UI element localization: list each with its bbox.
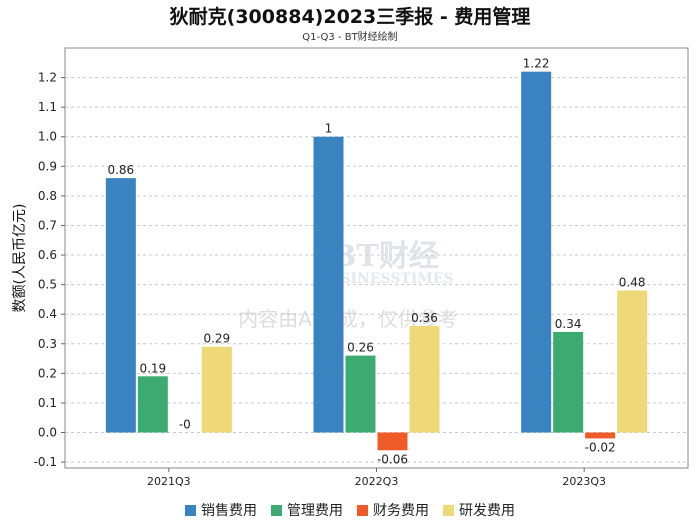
legend-swatch-sales (185, 504, 196, 516)
y-tick-label: 1.1 (38, 100, 57, 114)
y-tick-label: 0.9 (38, 159, 57, 173)
data-label: 0.26 (347, 341, 374, 355)
data-label: 0.48 (619, 276, 646, 290)
chart-subtitle: Q1-Q3 - BT财经绘制 (302, 32, 398, 43)
data-label: 0.86 (107, 163, 134, 177)
x-tick-label: 2023Q3 (562, 475, 606, 488)
legend-label-sales: 销售费用 (201, 503, 257, 519)
legend-label-finance: 财务费用 (373, 503, 429, 519)
data-label: 1.22 (523, 57, 550, 71)
y-tick-label: 0.5 (38, 278, 57, 292)
y-tick-label: 0.0 (38, 426, 57, 440)
data-label: -0 (179, 418, 191, 432)
legend-swatch-finance (357, 504, 368, 516)
y-tick-label: 1.0 (38, 130, 57, 144)
data-label: -0.02 (585, 440, 616, 454)
y-tick-label: 0.4 (38, 307, 57, 321)
legend-label-admin: 管理费用 (287, 503, 343, 519)
data-label: 0.29 (203, 332, 230, 346)
x-tick-label: 2022Q3 (355, 475, 399, 488)
bar-3-1 (409, 326, 440, 433)
bar-0-2 (521, 71, 552, 433)
bar-1-0 (137, 376, 168, 433)
data-label: 1 (325, 122, 333, 136)
legend: 销售费用 管理费用 财务费用 研发费用 (0, 500, 700, 520)
legend-swatch-rd (443, 504, 454, 516)
data-label: 0.36 (411, 311, 438, 325)
y-axis-label: 数额(人民币亿元) (12, 204, 28, 313)
legend-item-rd[interactable]: 研发费用 (443, 500, 515, 520)
y-tick-label: 0.3 (38, 337, 57, 351)
bar-0-0 (105, 178, 136, 433)
data-label: -0.06 (377, 452, 408, 466)
watermark-brand-en: BUSINESSTIMES (316, 271, 453, 287)
data-label: 0.34 (555, 317, 582, 331)
legend-item-admin[interactable]: 管理费用 (271, 500, 343, 520)
legend-item-sales[interactable]: 销售费用 (185, 500, 257, 520)
y-tick-label: 1.2 (38, 71, 57, 85)
y-tick-label: -0.1 (34, 455, 57, 469)
plot-area (64, 47, 689, 469)
watermark-brand: BT财经 (331, 239, 439, 274)
bar-3-2 (617, 290, 648, 433)
legend-label-rd: 研发费用 (459, 503, 515, 519)
y-tick-label: 0.7 (38, 218, 57, 232)
bar-2-2 (585, 432, 616, 439)
y-tick-label: 0.2 (38, 366, 57, 380)
data-label: 0.19 (139, 361, 166, 375)
bar-3-0 (201, 346, 232, 433)
bar-0-1 (313, 136, 344, 433)
y-tick-label: 0.6 (38, 248, 57, 262)
bar-2-1 (377, 432, 408, 451)
legend-swatch-admin (271, 504, 282, 516)
y-tick-label: 0.8 (38, 189, 57, 203)
x-tick-label: 2021Q3 (147, 475, 191, 488)
bar-1-2 (553, 331, 584, 433)
y-tick-label: 0.1 (38, 396, 57, 410)
bar-1-1 (345, 355, 376, 433)
legend-item-finance[interactable]: 财务费用 (357, 500, 429, 520)
chart-title: 狄耐克(300884)2023三季报 - 费用管理 (169, 6, 531, 28)
